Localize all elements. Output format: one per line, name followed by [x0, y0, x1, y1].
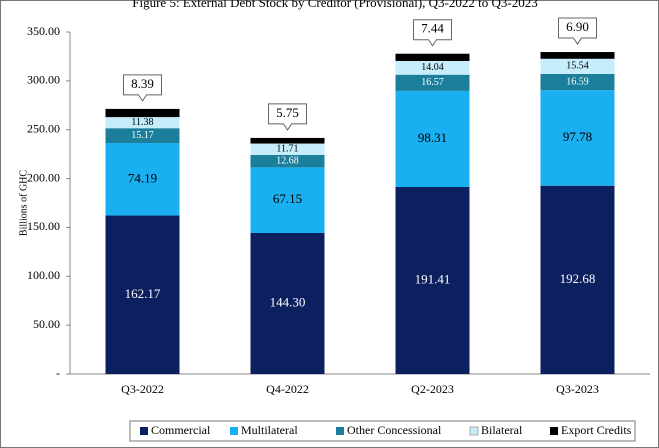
y-tick-label: - — [56, 366, 60, 380]
bar-segment — [105, 117, 180, 129]
data-label: 16.57 — [421, 77, 444, 88]
bar-segment — [540, 73, 615, 91]
bar-segment — [395, 90, 470, 187]
data-label: 15.54 — [566, 61, 589, 72]
x-tick-label: Q3-2022 — [121, 382, 164, 396]
bar-segment — [540, 90, 615, 186]
callout — [268, 103, 307, 131]
bar-segment — [105, 215, 180, 374]
callout — [413, 19, 452, 47]
legend-label: Other Concessional — [347, 423, 442, 437]
data-label: 98.31 — [418, 130, 447, 145]
bar-segment — [395, 53, 470, 61]
bar-segment — [105, 143, 180, 216]
bar-segment — [105, 108, 180, 118]
data-label: 191.41 — [415, 271, 451, 286]
legend-swatch — [469, 426, 479, 436]
callout — [558, 17, 597, 45]
y-tick-label: 100.00 — [27, 268, 60, 282]
y-tick-label: 50.00 — [33, 317, 60, 331]
y-axis-label: Billions of GHC — [18, 170, 29, 236]
chart-title: Figure 5: External Debt Stock by Credito… — [132, 0, 537, 10]
bar-segment — [250, 154, 325, 168]
x-tick-label: Q2-2023 — [411, 382, 454, 396]
bar-segment — [250, 232, 325, 374]
legend-swatch — [230, 427, 238, 435]
data-label: 67.15 — [273, 191, 302, 206]
legend-swatch — [550, 427, 558, 435]
callout — [123, 74, 162, 102]
bar-segment — [540, 58, 615, 74]
legend-label: Export Credits — [561, 423, 632, 437]
data-label: 144.30 — [270, 294, 306, 309]
legend-label: Bilateral — [481, 423, 523, 437]
data-label: 74.19 — [128, 170, 157, 185]
y-tick-label: 200.00 — [27, 170, 60, 184]
data-label: 14.04 — [421, 62, 444, 73]
data-label: 11.38 — [131, 117, 153, 128]
legend-swatch — [336, 427, 344, 435]
legend — [129, 420, 636, 442]
bar-segment — [250, 137, 325, 144]
data-label: 16.59 — [566, 76, 589, 87]
legend-label: Commercial — [151, 423, 211, 437]
y-tick-label: 150.00 — [27, 219, 60, 233]
bar-segment — [395, 74, 470, 91]
bar-segment — [395, 186, 470, 374]
bar-segment — [540, 52, 615, 59]
data-label: 15.17 — [131, 130, 154, 141]
data-label: 6.90 — [566, 19, 589, 34]
bar-segment — [540, 185, 615, 374]
bar-segment — [250, 167, 325, 233]
legend-swatch — [140, 427, 148, 435]
bar-segment — [395, 60, 470, 75]
legend-label: Multilateral — [241, 423, 298, 437]
data-label: 5.75 — [276, 105, 299, 120]
y-tick-label: 250.00 — [27, 121, 60, 135]
data-label: 97.78 — [563, 129, 592, 144]
data-label: 11.71 — [276, 144, 298, 155]
data-label: 192.68 — [560, 271, 596, 286]
data-label: 162.17 — [125, 286, 161, 301]
x-tick-label: Q3-2023 — [556, 382, 599, 396]
data-label: 7.44 — [421, 21, 444, 36]
y-tick-label: 350.00 — [27, 24, 60, 38]
bar-segment — [105, 128, 180, 144]
bar-segment — [250, 143, 325, 155]
y-tick-label: 300.00 — [27, 73, 60, 87]
data-label: 12.68 — [276, 155, 299, 166]
data-label: 8.39 — [131, 76, 154, 91]
x-tick-label: Q4-2022 — [266, 382, 309, 396]
